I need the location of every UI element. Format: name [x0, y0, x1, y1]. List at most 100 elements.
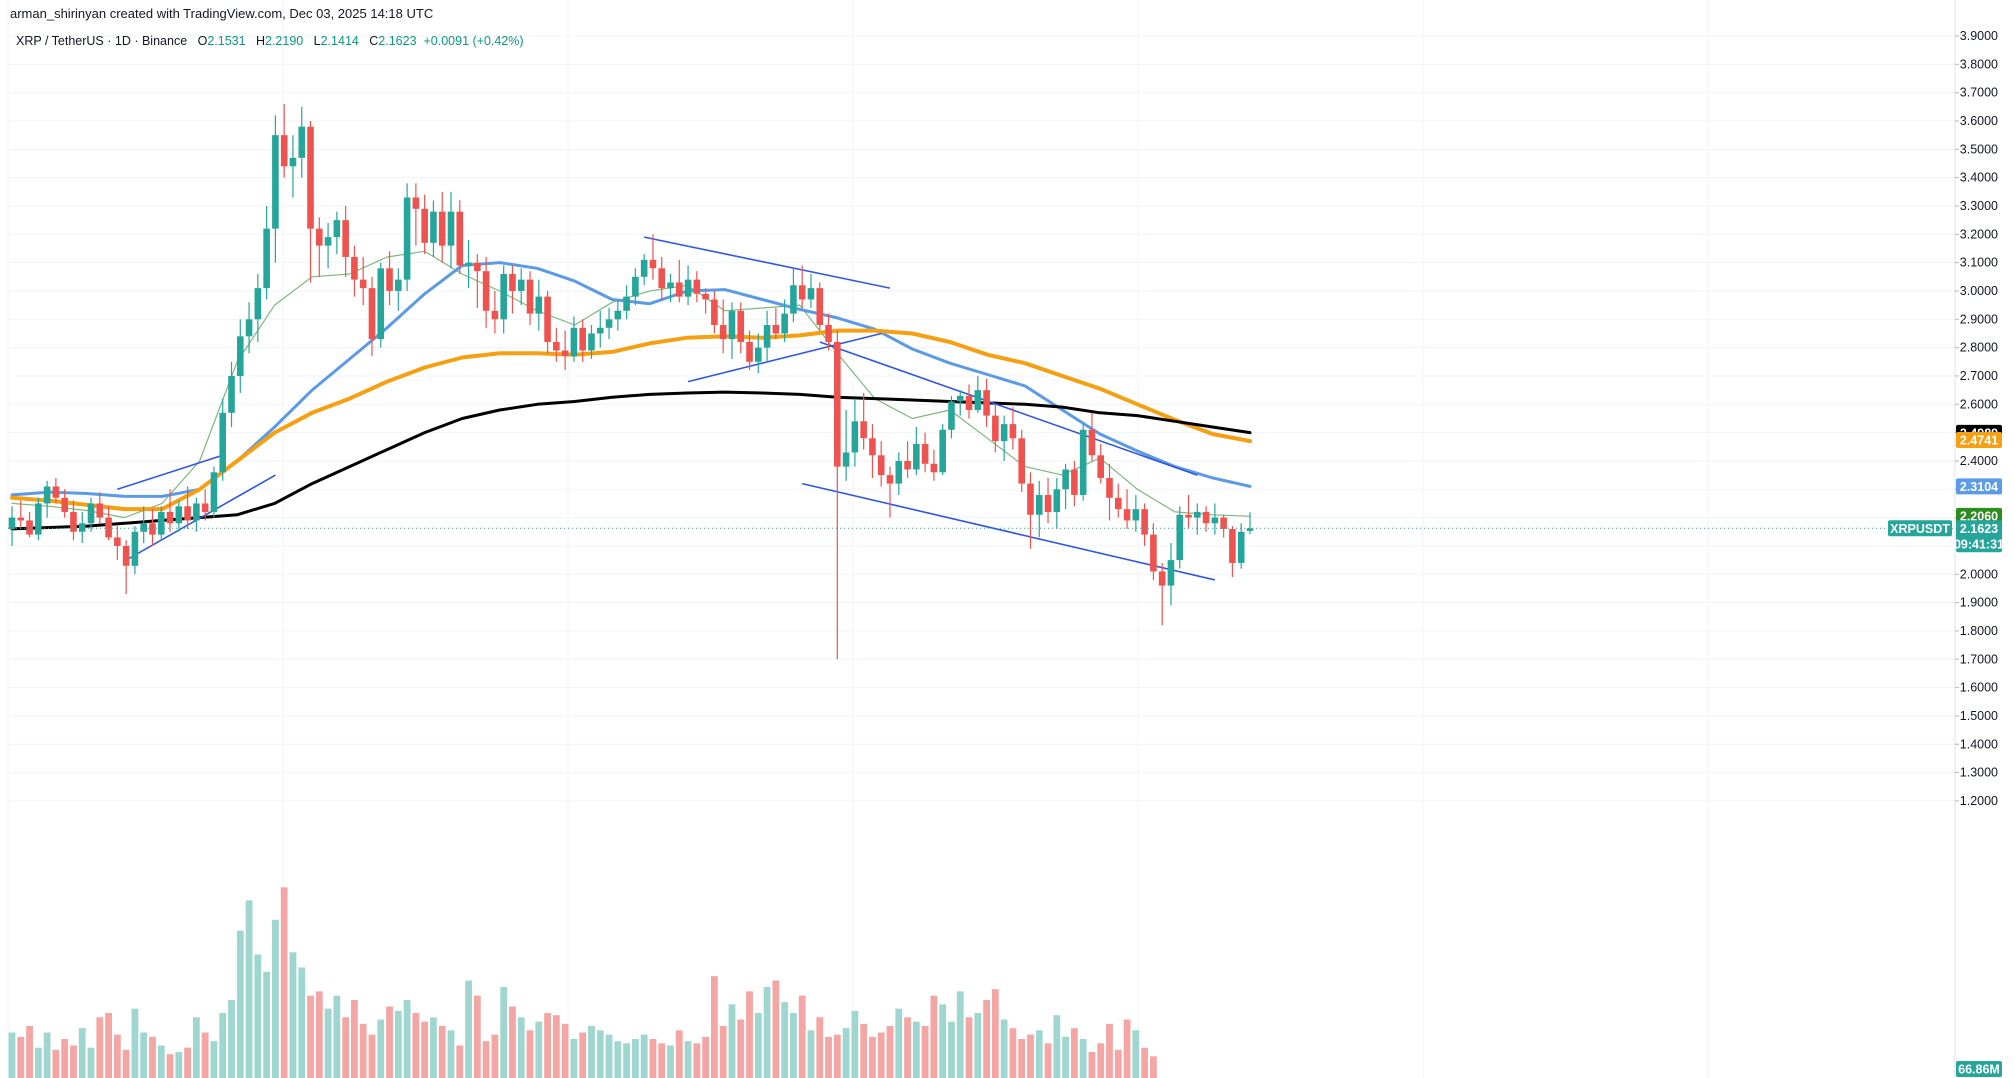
- trendline-0: [117, 454, 223, 491]
- candle-body-21: [193, 503, 200, 521]
- trendline-2: [643, 236, 891, 289]
- volume-bar-48: [430, 1017, 437, 1078]
- candle-body-18: [166, 511, 174, 524]
- y-tick-label-10: 2.9000: [1960, 312, 1998, 326]
- candle-body-74: [658, 268, 666, 289]
- candle-body-12: [114, 537, 121, 546]
- y-tick-label-7: 3.2000: [1960, 227, 1998, 241]
- y-tick-label-11: 2.8000: [1960, 341, 1998, 355]
- candle-body-96: [851, 421, 859, 453]
- candle-body-99: [877, 455, 885, 476]
- y-tick-label-5: 3.4000: [1960, 171, 1998, 185]
- volume-bar-113: [1000, 1019, 1008, 1078]
- candle-body-46: [412, 197, 420, 209]
- candle-body-40: [359, 279, 367, 289]
- volume-bar-100: [886, 1026, 894, 1078]
- candle-body-102: [904, 460, 911, 470]
- volume-bar-19: [175, 1052, 183, 1078]
- candle-body-90: [798, 285, 806, 300]
- symbol-tag-bg: [1888, 520, 1952, 537]
- volume-bar-128: [1132, 1030, 1140, 1078]
- volume-bar-40: [359, 1023, 367, 1078]
- candle-body-139: [1229, 528, 1236, 563]
- volume-bar-116: [1027, 1034, 1034, 1078]
- volume-bar-4: [43, 1032, 51, 1078]
- candle-body-89: [790, 285, 797, 314]
- price-tags: 2.49892.47412.31042.2060XRPUSDT2.162309:…: [1888, 424, 2004, 1077]
- volume-bar-80: [711, 976, 718, 1078]
- volume-bar-1: [17, 1036, 25, 1078]
- ma-200-line: [10, 390, 1252, 531]
- ma-100-line: [10, 328, 1252, 512]
- symbol-label[interactable]: XRP / TetherUS · 1D · Binance: [16, 34, 188, 48]
- volume-bar-121: [1070, 1028, 1078, 1078]
- volume-bar-108: [956, 991, 964, 1078]
- candle-body-82: [728, 310, 736, 340]
- volume-bar-114: [1009, 1028, 1017, 1078]
- candle-body-107: [948, 401, 955, 430]
- candle-body-126: [1114, 497, 1122, 510]
- candle-body-124: [1097, 455, 1105, 478]
- volume-bar-79: [702, 1036, 710, 1078]
- y-tick-label-24: 1.5000: [1960, 709, 1998, 723]
- candle-body-59: [526, 279, 534, 314]
- volume-bar-98: [869, 1036, 876, 1078]
- candle-body-42: [377, 268, 385, 340]
- candle-body-0: [8, 517, 16, 529]
- volume-tag-bg: [1956, 1061, 2002, 1077]
- volume-bar-2: [26, 1026, 33, 1078]
- candle-body-6: [61, 497, 68, 512]
- volume-bar-38: [342, 1017, 350, 1078]
- volume-bar-59: [526, 1030, 534, 1078]
- volume-bar-34: [307, 995, 314, 1078]
- volume-bar-60: [535, 1021, 543, 1078]
- candle-body-132: [1167, 560, 1175, 586]
- candle-body-138: [1220, 517, 1227, 529]
- candle-body-16: [149, 523, 156, 535]
- y-tick-label-13: 2.6000: [1960, 397, 1998, 411]
- candle-body-128: [1132, 509, 1140, 521]
- candle-body-20: [184, 506, 191, 521]
- candle-body-66: [588, 333, 595, 351]
- ma-price-tag-3: 2.2060: [1960, 509, 1998, 523]
- candle-body-113: [1000, 424, 1008, 442]
- volume-bar-105: [930, 995, 938, 1078]
- y-tick-label-4: 3.5000: [1960, 142, 1998, 156]
- candle-body-67: [596, 327, 604, 334]
- volume-bar-68: [605, 1034, 613, 1078]
- price-axis[interactable]: 3.9000 3.8000 3.7000 3.6000 3.5000 3.4000 3.30…: [1954, 0, 1998, 1078]
- volume-bar-61: [544, 1013, 551, 1078]
- candle-body-84: [746, 341, 753, 362]
- candle-body-79: [702, 293, 709, 300]
- volume-bar-33: [298, 967, 306, 1078]
- low-value: 2.1414: [320, 34, 359, 48]
- volume-bar-14: [131, 1008, 139, 1078]
- volume-bar-76: [675, 1030, 683, 1078]
- candle-body-120: [1062, 469, 1069, 490]
- candle-body-94: [834, 341, 841, 467]
- close-label: C: [369, 34, 379, 48]
- y-tick-label-25: 1.4000: [1960, 737, 1998, 751]
- volume-bar-78: [693, 1043, 701, 1078]
- volume-bar-103: [912, 1021, 920, 1078]
- candle-body-105: [930, 463, 938, 473]
- volume-bar-70: [623, 1043, 630, 1078]
- candle-body-111: [983, 390, 990, 416]
- volume-bar-106: [939, 1004, 947, 1078]
- candle-body-119: [1053, 489, 1061, 512]
- volume-bar-43: [386, 1006, 393, 1078]
- volume-bar-39: [351, 1000, 358, 1078]
- volume-bar-15: [140, 1032, 148, 1078]
- volume-bar-63: [561, 1023, 569, 1078]
- change-value: +0.0091 (+0.42%): [423, 34, 524, 48]
- candle-body-17: [157, 511, 165, 535]
- volume-bar-77: [684, 1041, 692, 1078]
- volume-bar-23: [210, 1041, 218, 1078]
- volume-bar-117: [1035, 1030, 1043, 1078]
- volume-bar-71: [631, 1039, 639, 1078]
- trendline-1: [125, 474, 276, 561]
- candle-body-129: [1141, 509, 1148, 535]
- candle-body-11: [105, 517, 112, 538]
- candle-body-75: [667, 282, 674, 289]
